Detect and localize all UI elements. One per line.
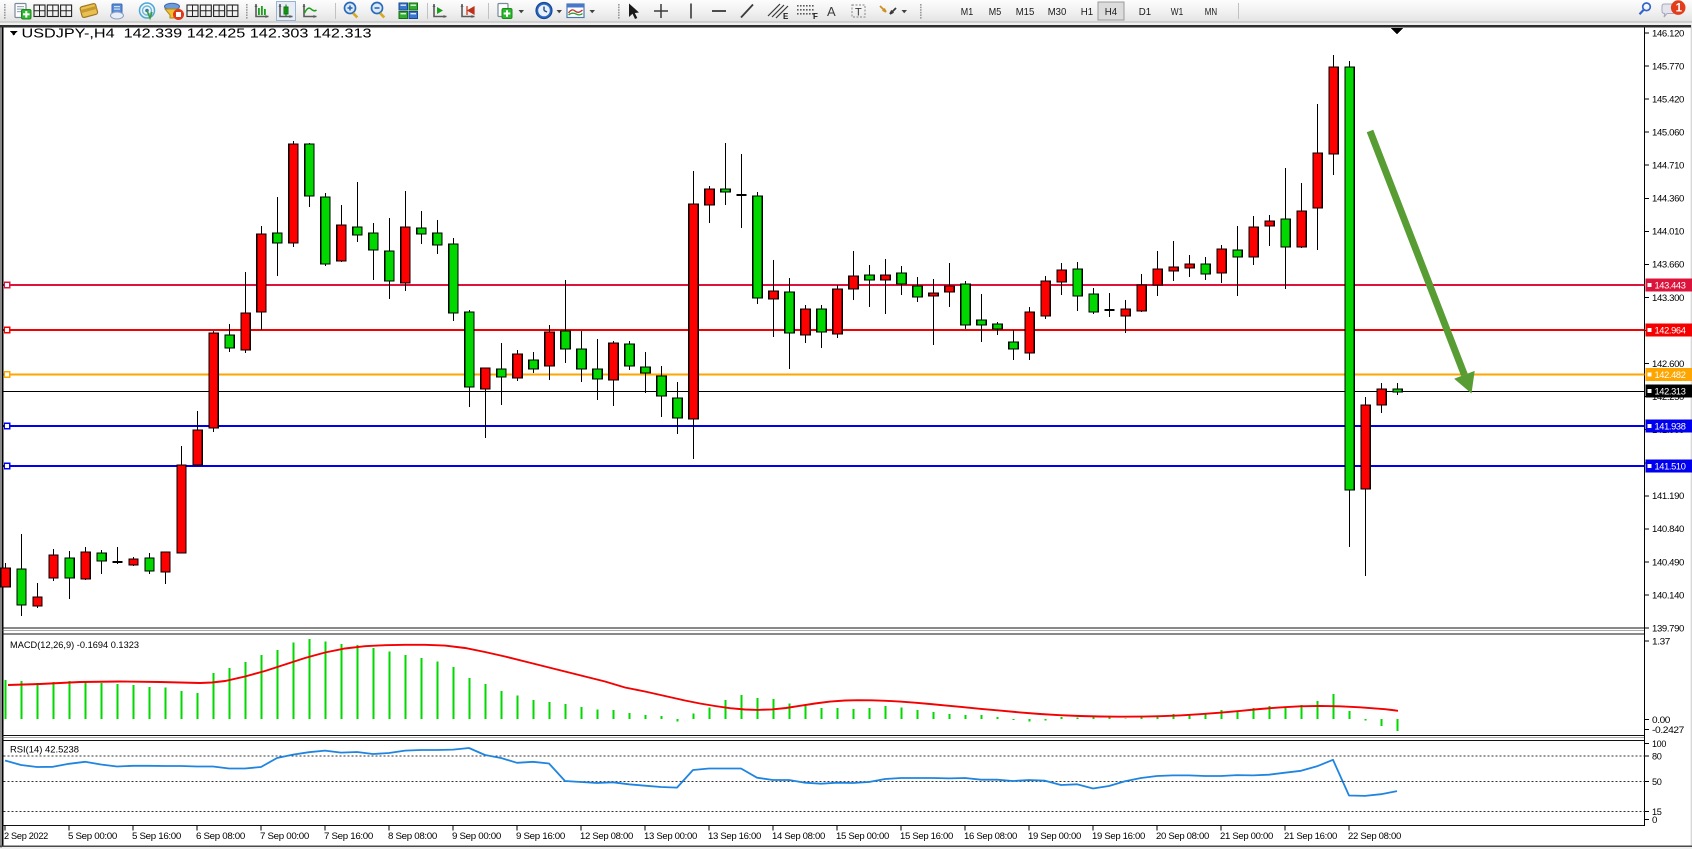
svg-text:1.37: 1.37 — [1652, 636, 1670, 646]
svg-text:80: 80 — [1652, 751, 1662, 761]
svg-text:22 Sep 08:00: 22 Sep 08:00 — [1348, 831, 1401, 841]
svg-text:15: 15 — [1652, 807, 1662, 817]
svg-text:144.010: 144.010 — [1652, 227, 1684, 237]
svg-text:9 Sep 00:00: 9 Sep 00:00 — [452, 831, 501, 841]
svg-text:142.313: 142.313 — [1655, 386, 1686, 396]
svg-text:50: 50 — [1652, 777, 1662, 787]
svg-text:15 Sep 00:00: 15 Sep 00:00 — [836, 831, 889, 841]
svg-text:146.120: 146.120 — [1652, 28, 1684, 38]
svg-text:H4: H4 — [1105, 6, 1118, 18]
svg-text:14 Sep 08:00: 14 Sep 08:00 — [772, 831, 825, 841]
svg-text:145.420: 145.420 — [1652, 94, 1684, 104]
svg-text:140.490: 140.490 — [1652, 557, 1684, 567]
svg-text:142.600: 142.600 — [1652, 359, 1684, 369]
svg-text:13 Sep 16:00: 13 Sep 16:00 — [708, 831, 761, 841]
svg-text:H1: H1 — [1081, 6, 1094, 18]
svg-text:16 Sep 08:00: 16 Sep 08:00 — [964, 831, 1017, 841]
svg-text:M15: M15 — [1016, 6, 1035, 18]
svg-text:142.482: 142.482 — [1655, 370, 1686, 380]
svg-text:1: 1 — [1676, 3, 1683, 15]
svg-text:144.360: 144.360 — [1652, 194, 1684, 204]
svg-text:8 Sep 08:00: 8 Sep 08:00 — [388, 831, 437, 841]
svg-text:142.964: 142.964 — [1655, 325, 1686, 335]
svg-text:-0.2427: -0.2427 — [1652, 725, 1684, 735]
svg-text:145.770: 145.770 — [1652, 61, 1684, 71]
svg-text:139.790: 139.790 — [1652, 623, 1684, 633]
svg-text:5 Sep 16:00: 5 Sep 16:00 — [132, 831, 181, 841]
svg-text:140.840: 140.840 — [1652, 524, 1684, 534]
svg-text:19 Sep 16:00: 19 Sep 16:00 — [1092, 831, 1145, 841]
svg-text:9 Sep 16:00: 9 Sep 16:00 — [516, 831, 565, 841]
svg-text:5 Sep 00:00: 5 Sep 00:00 — [68, 831, 117, 841]
svg-text:0: 0 — [1652, 815, 1657, 825]
svg-text:MACD(12,26,9) -0.1694 0.1323: MACD(12,26,9) -0.1694 0.1323 — [10, 640, 139, 651]
svg-text:RSI(14) 42.5238: RSI(14) 42.5238 — [10, 745, 79, 756]
svg-text:100: 100 — [1652, 739, 1666, 749]
svg-text:F: F — [813, 12, 818, 21]
svg-text:M5: M5 — [989, 6, 1002, 18]
svg-text:20 Sep 08:00: 20 Sep 08:00 — [1156, 831, 1209, 841]
svg-text:12 Sep 08:00: 12 Sep 08:00 — [580, 831, 633, 841]
svg-text:7 Sep 16:00: 7 Sep 16:00 — [324, 831, 373, 841]
svg-text:M30: M30 — [1048, 6, 1067, 18]
svg-text:D1: D1 — [1139, 6, 1152, 18]
svg-text:141.510: 141.510 — [1655, 461, 1686, 471]
svg-text:13 Sep 00:00: 13 Sep 00:00 — [644, 831, 697, 841]
svg-text:E: E — [783, 12, 789, 21]
svg-text:M1: M1 — [961, 6, 974, 18]
svg-text:143.660: 143.660 — [1652, 260, 1684, 270]
svg-text:2 Sep 2022: 2 Sep 2022 — [4, 831, 48, 841]
svg-text:21 Sep 00:00: 21 Sep 00:00 — [1220, 831, 1273, 841]
svg-text:7 Sep 00:00: 7 Sep 00:00 — [260, 831, 309, 841]
svg-text:141.190: 141.190 — [1652, 491, 1684, 501]
svg-text:USDJPY-,H4 142.339 142.425 14: USDJPY-,H4 142.339 142.425 142.303 142.3… — [22, 26, 372, 41]
svg-text:21 Sep 16:00: 21 Sep 16:00 — [1284, 831, 1337, 841]
svg-text:6 Sep 08:00: 6 Sep 08:00 — [196, 831, 245, 841]
svg-text:145.060: 145.060 — [1652, 127, 1684, 137]
svg-text:19 Sep 00:00: 19 Sep 00:00 — [1028, 831, 1081, 841]
svg-text:W1: W1 — [1171, 6, 1184, 18]
svg-text:T: T — [855, 7, 862, 19]
svg-text:143.443: 143.443 — [1655, 280, 1686, 290]
svg-text:0.00: 0.00 — [1652, 715, 1670, 725]
svg-text:143.300: 143.300 — [1652, 293, 1684, 303]
svg-text:MN: MN — [1205, 6, 1217, 18]
svg-text:140.140: 140.140 — [1652, 590, 1684, 600]
svg-text:15 Sep 16:00: 15 Sep 16:00 — [900, 831, 953, 841]
svg-text:141.938: 141.938 — [1655, 421, 1686, 431]
svg-text:A: A — [827, 4, 836, 19]
svg-text:144.710: 144.710 — [1652, 161, 1684, 171]
